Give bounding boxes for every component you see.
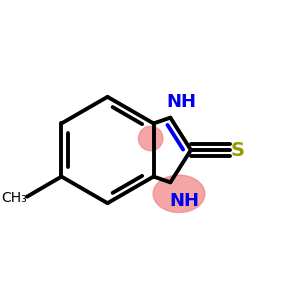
Text: NH: NH bbox=[170, 192, 200, 210]
Text: CH₃: CH₃ bbox=[1, 191, 27, 205]
Text: S: S bbox=[231, 140, 245, 160]
Text: NH: NH bbox=[167, 93, 197, 111]
Ellipse shape bbox=[139, 126, 163, 151]
Ellipse shape bbox=[153, 175, 205, 212]
